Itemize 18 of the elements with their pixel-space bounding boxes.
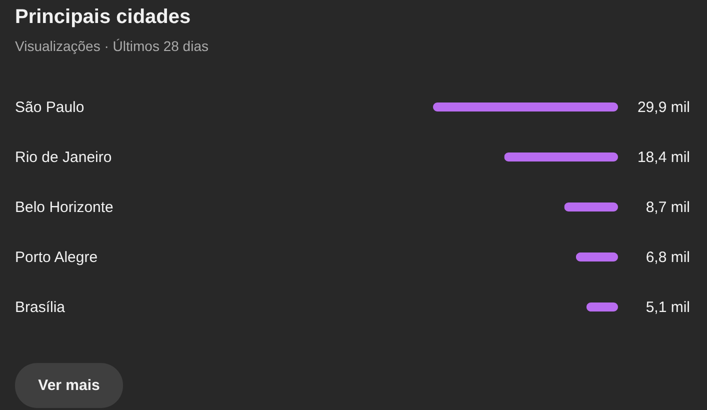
y-tick-label: Brasília: [15, 299, 66, 316]
bar: [433, 102, 618, 112]
data-label: 29,9 mil: [637, 99, 690, 116]
y-tick-label: Belo Horizonte: [15, 199, 114, 216]
text: Visualizações · Últimos 28 dias: [15, 38, 208, 54]
data-label: 8,7 mil: [646, 199, 690, 216]
bar: [504, 152, 618, 162]
text: Principais cidades: [15, 6, 191, 28]
data-label: 6,8 mil: [646, 249, 690, 266]
data-label: 5,1 mil: [646, 299, 690, 316]
bar: [576, 252, 618, 262]
bar: [564, 202, 618, 212]
y-tick-label: Porto Alegre: [15, 249, 98, 266]
y-tick-label: Rio de Janeiro: [15, 149, 112, 166]
text: Ver mais: [38, 377, 100, 394]
data-label: 18,4 mil: [637, 149, 690, 166]
bar: [586, 302, 618, 312]
y-tick-label: São Paulo: [15, 99, 84, 116]
